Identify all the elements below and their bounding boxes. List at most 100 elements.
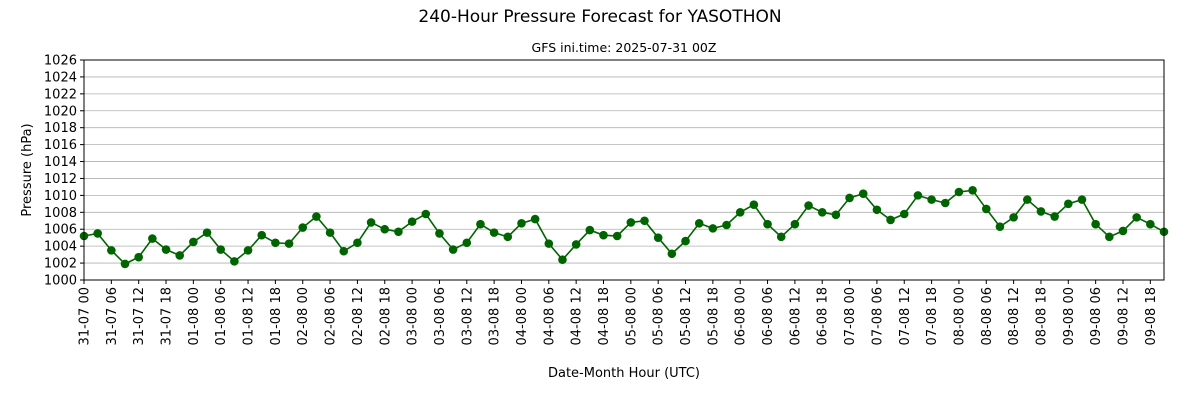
x-tick-label: 01-08 12 xyxy=(242,287,257,345)
chart-subtitle: GFS ini.time: 2025-07-31 00Z xyxy=(532,40,717,55)
x-tick-label: 08-08 06 xyxy=(980,287,995,345)
x-tick-label: 02-08 12 xyxy=(351,287,366,345)
x-tick-label: 03-08 18 xyxy=(488,287,503,345)
chart-title: 240-Hour Pressure Forecast for YASOTHON xyxy=(418,7,781,27)
data-point xyxy=(571,240,581,249)
x-tick-label: 01-08 06 xyxy=(214,287,229,345)
data-point xyxy=(845,193,854,203)
data-point xyxy=(189,237,198,247)
data-point xyxy=(735,208,745,217)
x-tick-label: 05-08 06 xyxy=(652,287,667,345)
data-point xyxy=(544,239,554,248)
data-point xyxy=(435,229,444,238)
data-point xyxy=(763,219,772,229)
data-point xyxy=(243,246,253,255)
data-point xyxy=(886,215,895,225)
x-tick-label: 05-08 18 xyxy=(706,287,721,345)
data-point xyxy=(107,246,116,255)
x-tick-label: 07-08 12 xyxy=(898,287,913,345)
x-tick-label: 08-08 00 xyxy=(952,287,967,345)
data-point xyxy=(298,223,308,232)
x-tick-label: 08-08 12 xyxy=(1007,287,1022,345)
x-tick-label: 09-08 00 xyxy=(1062,287,1077,345)
data-point xyxy=(1036,207,1046,216)
data-point xyxy=(517,219,526,228)
data-point xyxy=(831,210,841,220)
data-point xyxy=(462,238,472,248)
data-point xyxy=(1146,219,1155,229)
data-point xyxy=(694,219,704,228)
data-point xyxy=(148,234,157,243)
data-point xyxy=(940,198,950,208)
data-point xyxy=(667,249,677,259)
x-tick-label: 09-08 18 xyxy=(1144,287,1159,345)
data-point xyxy=(1009,213,1018,222)
x-tick-label: 06-08 12 xyxy=(788,287,803,345)
data-point xyxy=(271,238,280,248)
plot-frame xyxy=(83,59,1165,281)
data-point xyxy=(708,224,718,233)
x-tick-label: 04-08 12 xyxy=(570,287,585,345)
x-tick-label: 05-08 00 xyxy=(624,287,639,345)
x-tick-label: 06-08 00 xyxy=(734,287,749,345)
y-tick-label: 1010 xyxy=(44,189,77,204)
data-point xyxy=(421,209,431,219)
y-tick-label: 1008 xyxy=(44,206,77,221)
data-point xyxy=(448,245,458,254)
y-axis-label: Pressure (hPa) xyxy=(20,123,35,216)
x-tick-label: 06-08 18 xyxy=(816,287,831,345)
data-point xyxy=(175,251,184,260)
data-point xyxy=(722,220,731,230)
x-tick-label: 02-08 00 xyxy=(296,287,311,345)
x-tick-label: 01-08 00 xyxy=(187,287,202,345)
data-point xyxy=(653,233,663,242)
x-tick-label: 03-08 06 xyxy=(433,287,448,345)
data-point xyxy=(626,218,636,227)
data-point xyxy=(503,232,513,242)
x-tick-label: 01-08 18 xyxy=(269,287,284,345)
series-pressure xyxy=(79,186,1169,269)
data-point xyxy=(749,200,759,209)
data-point xyxy=(257,230,267,240)
data-point xyxy=(1105,232,1114,242)
x-tick-label: 04-08 06 xyxy=(542,287,557,345)
y-tick-label: 1012 xyxy=(44,172,77,187)
y-tick-label: 1024 xyxy=(44,70,77,85)
x-tick-label: 31-07 06 xyxy=(105,287,120,345)
data-point xyxy=(599,230,608,240)
x-tick-label: 02-08 06 xyxy=(324,287,339,345)
x-tick-label: 07-08 18 xyxy=(925,287,940,345)
x-tick-label: 31-07 18 xyxy=(160,287,175,345)
x-tick-label: 09-08 12 xyxy=(1116,287,1131,345)
x-tick-label: 06-08 06 xyxy=(761,287,776,345)
data-point xyxy=(1077,195,1087,204)
data-point xyxy=(366,218,376,227)
data-point xyxy=(1118,226,1128,236)
data-point xyxy=(1091,219,1100,229)
x-tick-label: 02-08 18 xyxy=(378,287,393,345)
data-point xyxy=(161,245,171,254)
data-point xyxy=(339,246,349,256)
data-point xyxy=(216,245,226,254)
data-point xyxy=(476,219,485,229)
x-tick-label: 09-08 06 xyxy=(1089,287,1104,345)
data-point xyxy=(325,228,335,237)
data-point xyxy=(927,195,936,204)
data-point xyxy=(202,228,212,237)
data-point xyxy=(558,255,567,264)
data-point xyxy=(981,204,991,214)
data-point xyxy=(1050,212,1059,221)
data-point xyxy=(872,205,882,215)
data-point xyxy=(913,191,923,200)
data-point xyxy=(380,224,390,234)
y-tick-label: 1000 xyxy=(44,274,77,289)
data-point xyxy=(230,257,239,266)
data-point xyxy=(858,189,868,198)
data-point xyxy=(407,217,417,226)
data-point xyxy=(489,228,499,237)
data-point xyxy=(817,208,827,217)
data-point xyxy=(790,219,800,229)
data-point xyxy=(284,239,294,248)
x-tick-label: 31-07 00 xyxy=(78,287,93,345)
y-axis: 1000 1002 1004 1006 1008 1010 1012 1014 1016 1018… xyxy=(44,54,84,289)
